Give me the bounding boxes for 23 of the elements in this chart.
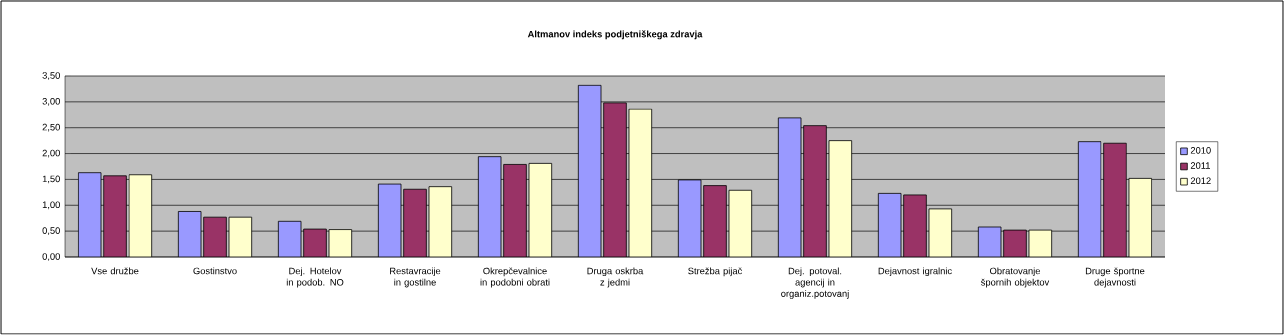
y-tick-label: 1,00: [42, 201, 60, 210]
x-tick-label: Obratovanje špornih objektov: [981, 267, 1050, 288]
y-tick-label: 1,50: [42, 175, 60, 184]
y-tick-label: 0,00: [42, 253, 60, 261]
legend-label: 2010: [1190, 147, 1211, 154]
x-tick-label: Dejavnost igralnic: [878, 267, 952, 277]
x-tick-label: Gostinstvo: [193, 267, 237, 275]
x-tick-label: Strežba pijač: [688, 267, 742, 277]
y-tick-label: 0,50: [42, 227, 60, 235]
y-tick-label: 3,00: [42, 98, 60, 106]
chart-title: Altmanov indeks podjetniškega zdravja: [527, 30, 703, 40]
x-tick-label: Restavracije in gostilne: [390, 267, 441, 288]
x-tick-label: Dej. Hotelov in podob. NO: [286, 267, 344, 288]
x-tick-label: Druge športne dejavnosti: [1085, 267, 1145, 288]
legend-label: 2012: [1190, 177, 1211, 185]
y-tick-label: 2,50: [42, 123, 60, 132]
x-tick-label: Druga oskrba z jedmi: [587, 267, 644, 288]
legend-label: 2011: [1190, 162, 1210, 169]
x-tick-label: Dej. potoval. agencij in organiz.potovanj: [781, 267, 849, 299]
x-tick-label: Okrepčevalnice in podobni obrati: [480, 267, 550, 288]
y-tick-label: 3,50: [42, 72, 60, 80]
x-tick-label: Vse družbe: [91, 267, 139, 275]
y-tick-label: 2,00: [42, 149, 60, 158]
